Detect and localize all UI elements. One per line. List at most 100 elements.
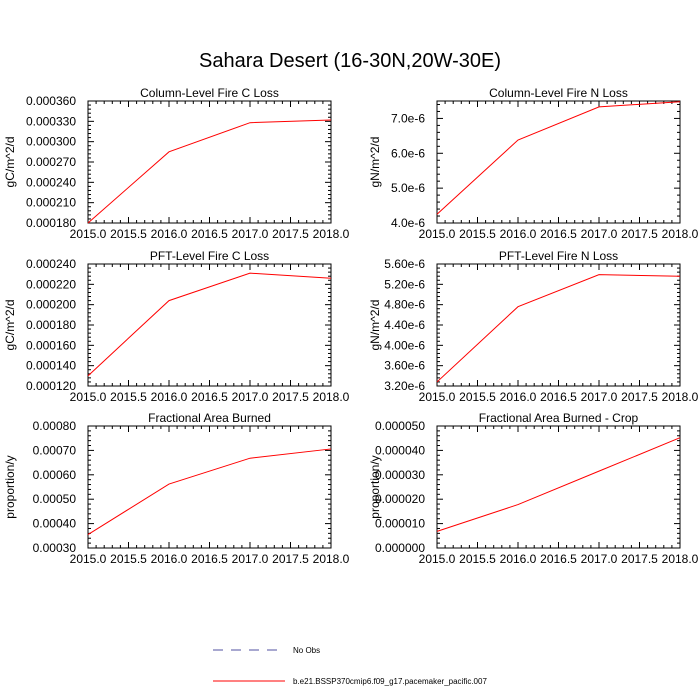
y-tick-label: 0.00040	[33, 517, 77, 531]
x-tick-label: 2018.0	[662, 227, 699, 241]
y-tick-label: 0.000300	[26, 135, 76, 149]
y-tick-label: 0.000020	[375, 492, 425, 506]
plot-frame	[87, 100, 332, 224]
y-tick-label: 0.000160	[26, 338, 76, 352]
x-tick-label: 2017.0	[232, 390, 269, 404]
x-tick-label: 2017.5	[621, 552, 658, 566]
panel-title: Column-Level Fire N Loss	[489, 86, 628, 100]
x-tick-label: 2015.5	[459, 227, 496, 241]
y-tick-label: 3.20e-6	[384, 379, 425, 393]
panel-title: Fractional Area Burned - Crop	[479, 411, 639, 425]
panel-1: 2015.0 2015.5 2016.0 2016.5 2017.0 2017.5 2018…	[3, 86, 350, 241]
x-tick-label: 2015.0	[419, 552, 456, 566]
x-tick-label: 2018.0	[313, 552, 350, 566]
series-line	[87, 448, 332, 536]
y-tick-label: 0.00050	[33, 492, 77, 506]
panel-4: 2015.0 2015.5 2016.0 2016.5 2017.0 2017.5 2018…	[368, 249, 699, 404]
legend: No Obs b.e21.BSSP370cmip6.f09_g17.pacemak…	[213, 646, 487, 686]
y-tick-label: 5.0e-6	[391, 181, 425, 195]
panel-title: PFT-Level Fire N Loss	[499, 249, 618, 263]
plot-frame	[436, 100, 681, 224]
x-tick-label: 2016.5	[540, 390, 577, 404]
x-tick-label: 2016.0	[151, 390, 188, 404]
y-tick-label: 0.000010	[375, 517, 425, 531]
x-tick-label: 2017.0	[581, 552, 618, 566]
y-axis-label: gC/m^2/d	[3, 137, 17, 188]
x-tick-label: 2015.0	[70, 552, 107, 566]
x-tick-label: 2017.0	[581, 227, 618, 241]
y-tick-label: 0.000270	[26, 155, 76, 169]
y-tick-label: 5.60e-6	[384, 257, 425, 271]
y-tick-label: 0.000050	[375, 419, 425, 433]
x-tick-label: 2017.5	[272, 552, 309, 566]
y-axis-label: gN/m^2/d	[368, 300, 382, 351]
y-tick-label: 0.000330	[26, 114, 76, 128]
x-tick-label: 2018.0	[313, 390, 350, 404]
y-tick-label: 4.80e-6	[384, 298, 425, 312]
y-axis-label: gN/m^2/d	[368, 137, 382, 188]
y-tick-label: 0.000000	[375, 541, 425, 555]
y-tick-label: 7.0e-6	[391, 111, 425, 125]
x-tick-label: 2017.0	[232, 227, 269, 241]
panel-title: PFT-Level Fire C Loss	[150, 249, 269, 263]
x-tick-label: 2016.0	[500, 552, 537, 566]
x-tick-label: 2016.0	[151, 552, 188, 566]
panel-title: Column-Level Fire C Loss	[140, 86, 279, 100]
x-tick-label: 2015.0	[70, 390, 107, 404]
y-tick-label: 0.000240	[26, 175, 76, 189]
y-tick-label: 0.000200	[26, 298, 76, 312]
x-tick-label: 2016.0	[500, 227, 537, 241]
x-tick-label: 2017.5	[621, 227, 658, 241]
x-tick-label: 2015.0	[419, 227, 456, 241]
y-tick-label: 0.000180	[26, 318, 76, 332]
x-tick-label: 2018.0	[662, 552, 699, 566]
panel-6: 2015.0 2015.5 2016.0 2016.5 2017.0 2017.5 2018…	[368, 411, 699, 566]
plot-frame	[436, 425, 681, 549]
x-tick-label: 2015.5	[110, 390, 147, 404]
plot-frame	[87, 263, 332, 387]
x-tick-label: 2015.5	[459, 390, 496, 404]
x-tick-label: 2017.5	[272, 390, 309, 404]
panel-3: 2015.0 2015.5 2016.0 2016.5 2017.0 2017.5 2018…	[3, 249, 350, 404]
y-tick-label: 4.40e-6	[384, 318, 425, 332]
x-tick-label: 2016.5	[191, 552, 228, 566]
x-tick-label: 2017.0	[581, 390, 618, 404]
figure-title: Sahara Desert (16-30N,20W-30E)	[199, 50, 501, 72]
y-axis-label: gC/m^2/d	[3, 300, 17, 351]
series-line	[436, 437, 681, 532]
x-tick-label: 2017.5	[621, 390, 658, 404]
x-tick-label: 2015.5	[110, 552, 147, 566]
plot-frame	[436, 263, 681, 387]
x-tick-label: 2018.0	[662, 390, 699, 404]
x-tick-label: 2015.5	[459, 552, 496, 566]
x-tick-label: 2016.5	[540, 227, 577, 241]
y-axis-label: proportion/y	[3, 455, 17, 518]
y-axis-label: proportion/y	[368, 455, 382, 518]
y-tick-label: 6.0e-6	[391, 146, 425, 160]
panel-2: 2015.0 2015.5 2016.0 2016.5 2017.0 2017.5 2018…	[368, 86, 699, 241]
y-tick-label: 0.000210	[26, 196, 76, 210]
series-line	[436, 274, 681, 383]
y-tick-label: 0.000360	[26, 94, 76, 108]
x-tick-label: 2015.0	[419, 390, 456, 404]
x-tick-label: 2016.5	[191, 227, 228, 241]
y-tick-label: 0.000040	[375, 443, 425, 457]
x-tick-label: 2016.5	[191, 390, 228, 404]
x-tick-label: 2016.0	[151, 227, 188, 241]
y-tick-label: 0.000220	[26, 277, 76, 291]
x-tick-label: 2017.0	[232, 552, 269, 566]
legend-label: b.e21.BSSP370cmip6.f09_g17.pacemaker_pac…	[293, 677, 487, 686]
y-tick-label: 4.00e-6	[384, 338, 425, 352]
x-tick-label: 2016.5	[540, 552, 577, 566]
y-tick-label: 4.0e-6	[391, 216, 425, 230]
y-tick-label: 0.000180	[26, 216, 76, 230]
legend-label: No Obs	[293, 646, 320, 655]
plot-frame	[87, 425, 332, 549]
series-line	[87, 272, 332, 377]
y-tick-label: 0.00030	[33, 541, 77, 555]
series-line	[436, 101, 681, 215]
x-tick-label: 2015.0	[70, 227, 107, 241]
y-tick-label: 0.000030	[375, 468, 425, 482]
